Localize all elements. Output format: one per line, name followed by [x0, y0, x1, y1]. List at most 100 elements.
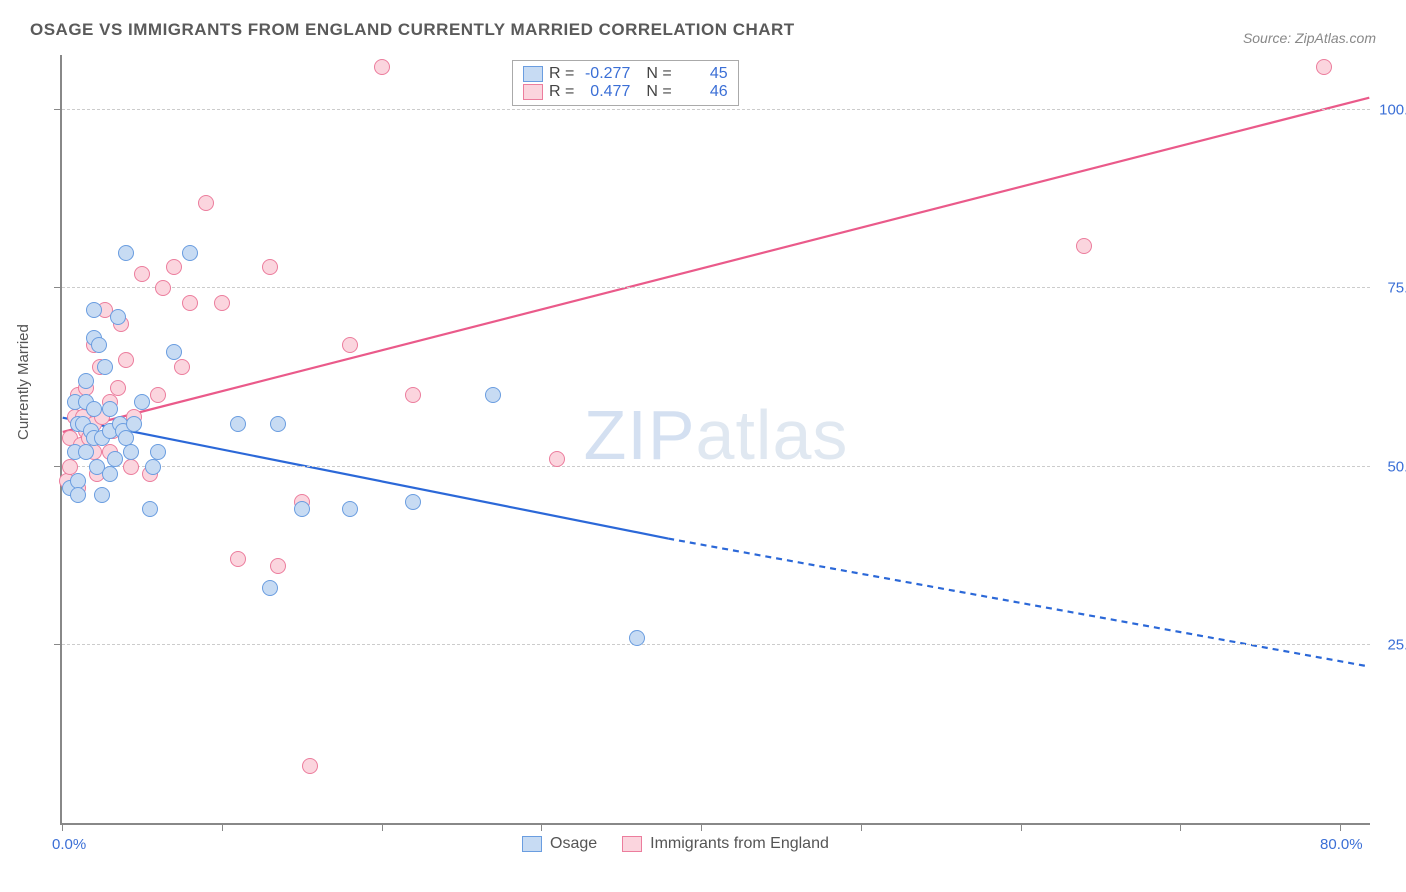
blue-point [94, 487, 110, 503]
blue-point [86, 401, 102, 417]
blue-point [97, 359, 113, 375]
source-attribution: Source: ZipAtlas.com [1243, 30, 1376, 46]
legend-row-blue: R = -0.277 N = 45 [523, 65, 728, 83]
scatter-chart: ZIPatlas R =-0.277N =45R =0.477N =46 Osa… [60, 55, 1370, 825]
blue-point [107, 451, 123, 467]
pink-point [182, 295, 198, 311]
legend-r-value: -0.277 [580, 65, 630, 83]
pink-point [405, 387, 421, 403]
pink-point [214, 295, 230, 311]
chart-title: OSAGE VS IMMIGRANTS FROM ENGLAND CURRENT… [30, 20, 795, 40]
blue-point [70, 487, 86, 503]
blue-point [134, 394, 150, 410]
blue-point [230, 416, 246, 432]
blue-point [270, 416, 286, 432]
pink-point [134, 266, 150, 282]
blue-point [118, 245, 134, 261]
legend-r-label: R = [549, 65, 574, 83]
x-tick [1180, 823, 1181, 831]
x-tick [1340, 823, 1341, 831]
x-tick [1021, 823, 1022, 831]
pink-point [374, 59, 390, 75]
pink-point [342, 337, 358, 353]
legend-item-label: Osage [550, 835, 597, 853]
y-tick [54, 644, 62, 645]
y-axis-label: Currently Married [15, 324, 32, 440]
blue-point [485, 387, 501, 403]
correlation-legend: R = -0.277 N = 45 R = 0.477 N = 46 [512, 60, 739, 106]
legend-n-value: 46 [678, 83, 728, 101]
x-tick-label: 80.0% [1320, 836, 1363, 853]
pink-point [118, 352, 134, 368]
legend-swatch [622, 836, 642, 852]
gridline [62, 109, 1370, 110]
x-tick [222, 823, 223, 831]
x-tick [382, 823, 383, 831]
pink-point [270, 558, 286, 574]
pink-point [166, 259, 182, 275]
pink-point [302, 758, 318, 774]
y-tick [54, 466, 62, 467]
blue-point [629, 630, 645, 646]
blue-point [182, 245, 198, 261]
blue-point [142, 501, 158, 517]
legend-swatch [522, 836, 542, 852]
pink-point [155, 280, 171, 296]
pink-point [123, 459, 139, 475]
pink-point [110, 380, 126, 396]
blue-point [126, 416, 142, 432]
pink-point [174, 359, 190, 375]
gridline [62, 466, 1370, 467]
pink-point [1076, 238, 1092, 254]
pink-point [262, 259, 278, 275]
legend-item-label: Immigrants from England [650, 835, 829, 853]
x-tick-label: 0.0% [52, 836, 86, 853]
pink-point [150, 387, 166, 403]
pink-point [549, 451, 565, 467]
y-tick-label: 100.0% [1379, 102, 1406, 119]
legend-item-blue: Osage [522, 835, 597, 853]
gridline [62, 287, 1370, 288]
x-tick [701, 823, 702, 831]
watermark: ZIPatlas [584, 395, 849, 475]
gridline [62, 644, 1370, 645]
blue-point [405, 494, 421, 510]
blue-point [166, 344, 182, 360]
blue-point [102, 466, 118, 482]
legend-n-label: N = [646, 83, 671, 101]
legend-n-value: 45 [678, 65, 728, 83]
y-tick [54, 109, 62, 110]
legend-row-pink: R = 0.477 N = 46 [523, 83, 728, 101]
x-tick [861, 823, 862, 831]
watermark-bold: ZIP [584, 396, 696, 474]
blue-point [262, 580, 278, 596]
blue-point [78, 444, 94, 460]
x-tick [541, 823, 542, 831]
series-legend: Osage Immigrants from England [522, 835, 829, 853]
blue-point [78, 373, 94, 389]
legend-r-value: 0.477 [580, 83, 630, 101]
blue-point [91, 337, 107, 353]
blue-point [123, 444, 139, 460]
pink-point [1316, 59, 1332, 75]
y-tick-label: 75.0% [1387, 280, 1406, 297]
blue-point [150, 444, 166, 460]
blue-point [86, 302, 102, 318]
legend-swatch [523, 84, 543, 100]
blue-point [110, 309, 126, 325]
pink-point [198, 195, 214, 211]
y-tick [54, 287, 62, 288]
legend-swatch [523, 66, 543, 82]
regression-lines [62, 55, 1370, 823]
y-tick-label: 50.0% [1387, 458, 1406, 475]
legend-r-label: R = [549, 83, 574, 101]
pink-point [230, 551, 246, 567]
blue-point [294, 501, 310, 517]
blue-point [102, 401, 118, 417]
watermark-light: atlas [696, 396, 849, 474]
legend-item-pink: Immigrants from England [622, 835, 829, 853]
blue-point [145, 459, 161, 475]
legend-n-label: N = [646, 65, 671, 83]
y-tick-label: 25.0% [1387, 636, 1406, 653]
blue-point [342, 501, 358, 517]
